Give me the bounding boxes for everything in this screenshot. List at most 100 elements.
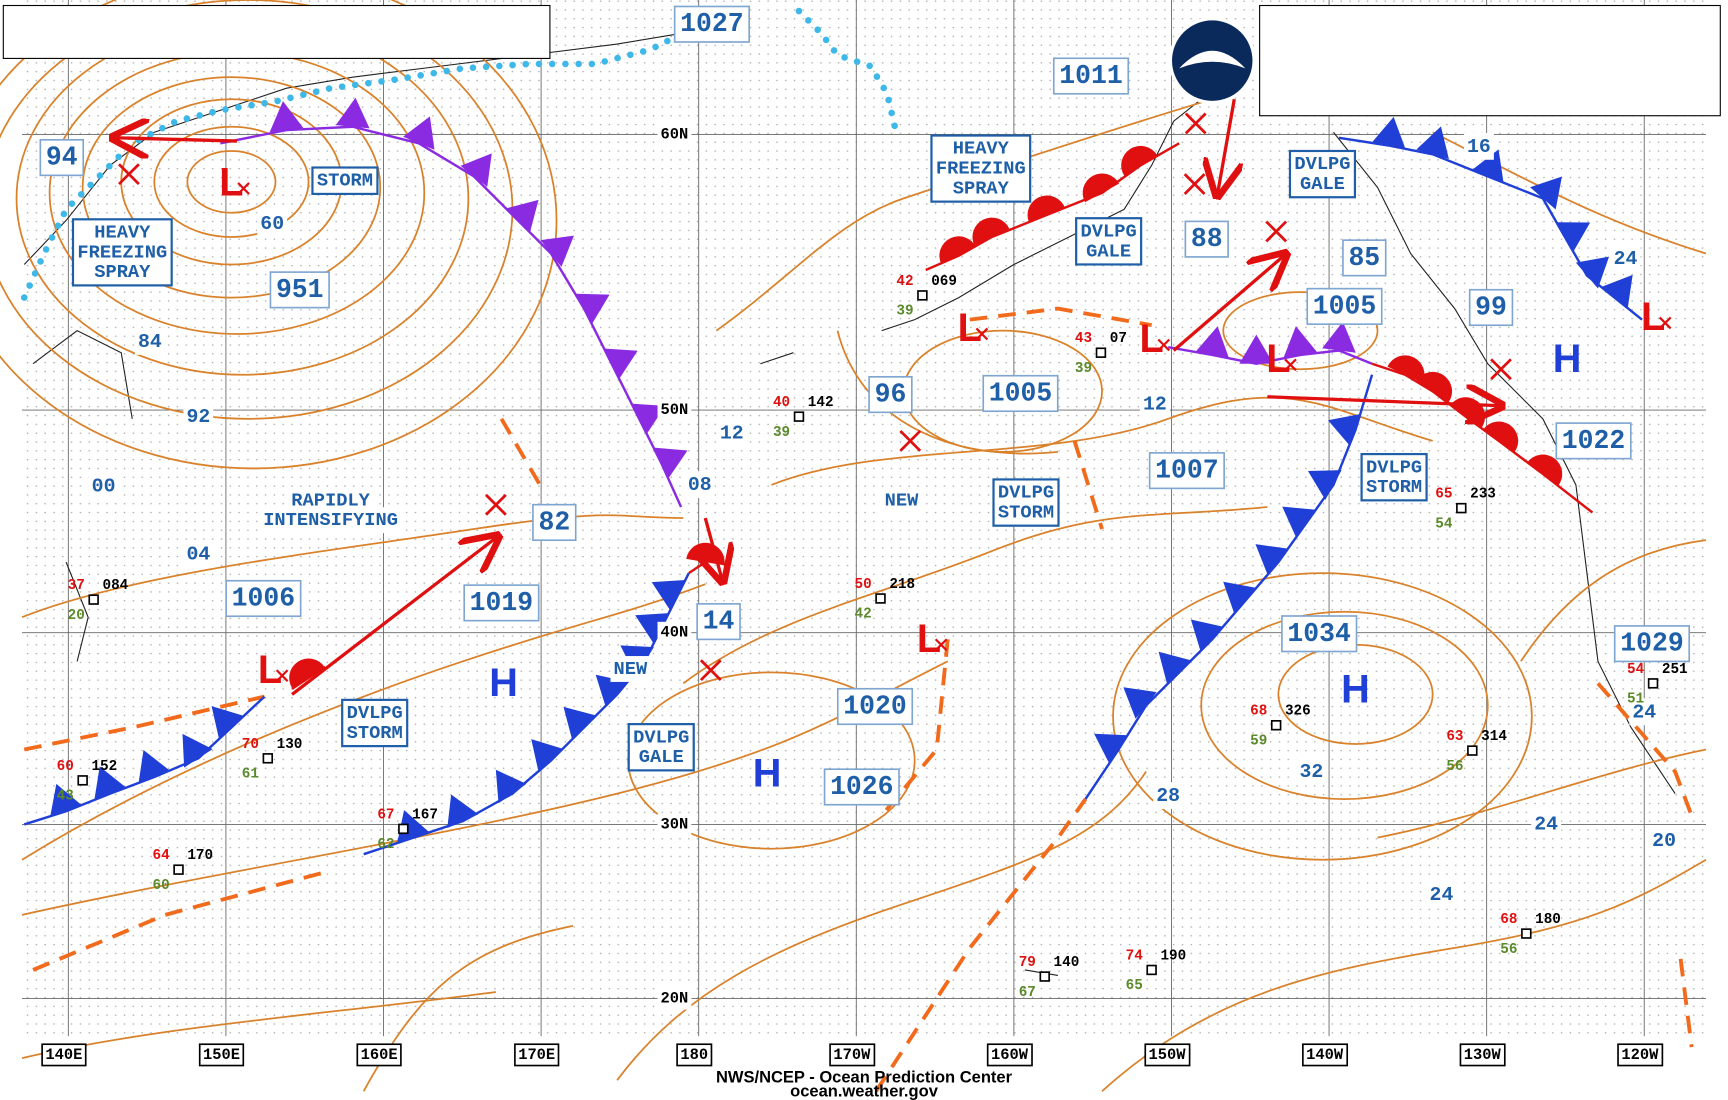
front [289,658,326,690]
front [1084,374,1374,800]
warning-line: DVLPG [633,726,689,748]
label-box [1052,57,1130,95]
station-temperature: 70 [242,737,259,753]
warning-line: HEAVY [94,222,151,244]
pressure-center: L [1641,295,1665,339]
notes-box [2,4,551,59]
warning-box [627,723,695,772]
station-symbol [917,290,928,301]
warning-line: DVLPG [1366,456,1422,478]
pressure-label: 1006 [232,583,295,613]
station-symbol [262,753,274,764]
warning-line: DVLPG [347,702,403,724]
label-box [1153,782,1184,809]
contour-label: 24 [1430,883,1454,906]
pressure-center: L [1140,317,1164,361]
station-pressure: 069 [931,274,957,290]
contour-label: 08 [688,473,712,496]
label-box [1281,615,1358,653]
pressure-label: 99 [1475,292,1507,322]
station-temperature: 43 [1075,331,1092,347]
station-dewpoint: 65 [1126,978,1143,994]
pressure-label: 1022 [1562,426,1625,456]
label-box [716,419,747,447]
station-dewpoint: 39 [1075,361,1092,377]
label-box [823,768,900,806]
trough [874,797,1088,1093]
pressure-label: 82 [538,507,570,537]
pressure-center: H [1341,668,1370,712]
label-box [696,603,741,641]
isobar [836,330,1059,455]
warning-line: DVLPG [1081,220,1137,242]
contour-label: 24 [1534,813,1558,836]
warning-line: GALE [1086,240,1131,262]
label-box [514,1043,560,1067]
station-dewpoint: 61 [242,767,259,783]
label-box [356,1043,402,1067]
station-dewpoint: 42 [855,607,872,623]
label-box [868,375,913,414]
contour-label: 32 [1300,760,1324,783]
warning-line: HEAVY [953,138,1010,160]
trough [969,306,1152,328]
pressure-label: 1029 [1620,629,1683,659]
forecast-x [1184,112,1207,135]
coastline [65,561,89,662]
station-pressure: 326 [1285,704,1311,720]
label-box [1531,810,1562,838]
label-box [1464,132,1494,160]
label-box [1148,452,1225,490]
label-box [1296,757,1327,785]
station-temperature: 68 [1500,912,1517,928]
warning-line: SPRAY [94,261,151,283]
warning-line: STORM [1366,476,1422,498]
station-dewpoint: 20 [68,608,85,624]
label-box [1613,625,1691,663]
pressure-label: 1027 [680,9,743,39]
longitude-label: 140W [1306,1046,1344,1064]
label-box [1459,1043,1506,1067]
pressure-label: 1019 [470,588,533,618]
label-box [982,374,1059,413]
station-temperature: 79 [1019,955,1036,971]
label-box [676,1043,713,1067]
isobar [715,98,1213,332]
pressure-label: 1020 [843,691,906,721]
station-symbol [88,594,99,605]
longitude-label: 170W [833,1046,871,1064]
station-dewpoint: 60 [153,878,170,894]
station-dewpoint: 39 [896,304,913,320]
station-dewpoint: 67 [1019,985,1036,1001]
station-temperature: 63 [1446,729,1463,745]
station-pressure: 233 [1470,487,1496,503]
contour-label: 12 [720,421,744,444]
contour-label: 20 [1652,829,1676,852]
header-box [1259,4,1721,117]
longitude-label: 120W [1621,1046,1659,1064]
pressure-center: L [1266,337,1290,381]
label-box [257,210,288,237]
warning-box [992,478,1060,527]
longitude-label: 180 [680,1046,708,1064]
station-temperature: 40 [773,395,790,411]
station-dewpoint: 43 [57,789,74,805]
contour-label: 84 [138,330,162,353]
latitude-label: 50N [661,401,689,419]
label-box [39,139,85,177]
station-pressure: 180 [1535,912,1561,928]
station-pressure: 07 [1110,331,1127,347]
warning-box [1075,217,1143,266]
label-box [1629,698,1660,726]
latitude-label: 60N [661,126,689,144]
pressure-label: 1007 [1155,456,1218,486]
pressure-label: 96 [875,380,907,410]
station-pressure: 130 [277,737,303,753]
track-arrow [1267,397,1498,406]
track-arrow [1172,256,1284,352]
